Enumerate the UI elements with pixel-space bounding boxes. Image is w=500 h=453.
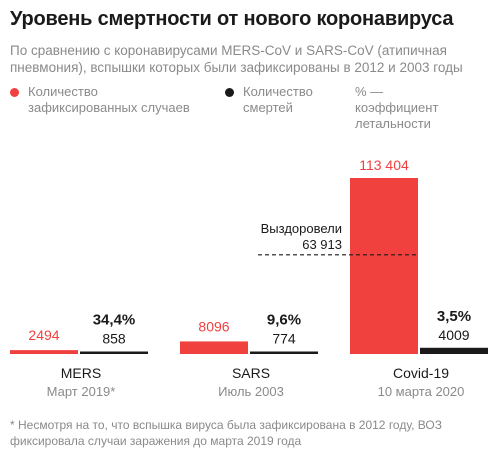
chart-subtitle: По сравнению с коронавирусами MERS-CoV и… (10, 43, 463, 75)
bar-cases-sars (180, 341, 248, 354)
rate-label-mers: 34,4% (93, 312, 136, 329)
category-label-sars: SARS (232, 365, 270, 381)
bar-deaths-covid-19 (420, 347, 488, 354)
date-label-sars: Июль 2003 (218, 384, 284, 399)
category-label-mers: MERS (61, 365, 101, 381)
deaths-label-covid-19: 4009 (438, 327, 469, 343)
deaths-label-sars: 774 (272, 331, 296, 347)
cases-label-sars: 8096 (198, 318, 229, 334)
footnote: * Несмотря на то, что вспышка вируса был… (10, 418, 442, 448)
chart-title: Уровень смертности от нового коронавирус… (10, 8, 454, 30)
rate-label-covid-19: 3,5% (437, 308, 471, 325)
recovered-value: 63 913 (302, 237, 342, 252)
date-label-mers: Март 2019* (47, 384, 116, 399)
date-label-covid-19: 10 марта 2020 (378, 384, 465, 399)
legend-cases-dot (10, 88, 19, 97)
bar-cases-mers (10, 350, 78, 354)
bar-deaths-mers (80, 351, 148, 354)
legend-rate-label: % — коэффициент летальности (355, 84, 439, 131)
bar-deaths-sars (250, 351, 318, 354)
legend-deaths-label: Количество смертей (243, 84, 313, 115)
bar-cases-covid-19 (350, 178, 418, 354)
legend-deaths-dot (225, 88, 234, 97)
recovered-label: Выздоровели (261, 221, 342, 236)
legend-cases-label: Количество зафиксированных случаев (28, 84, 190, 115)
category-label-covid-19: Covid-19 (393, 365, 449, 381)
cases-label-mers: 2494 (28, 327, 59, 343)
cases-label-covid-19: 113 404 (359, 157, 409, 173)
deaths-label-mers: 858 (102, 331, 126, 347)
rate-label-sars: 9,6% (267, 312, 301, 329)
